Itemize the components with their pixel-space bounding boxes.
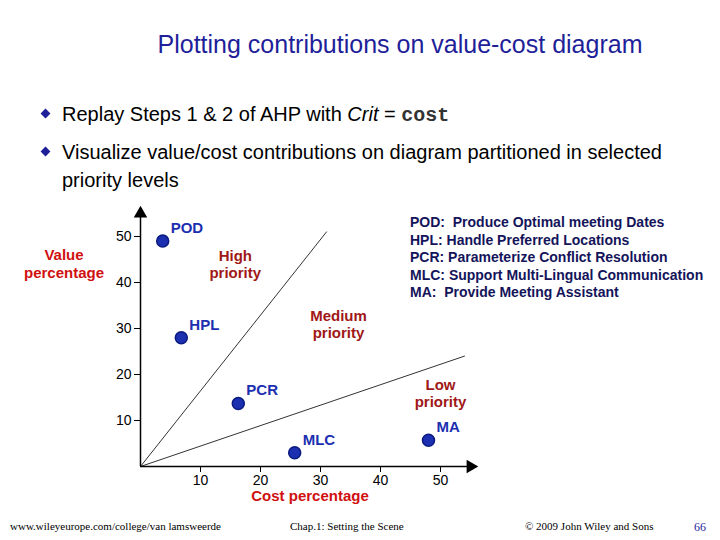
svg-text:PCR: PCR [246, 381, 278, 398]
html-text:Value percentage: Value percentage [24, 246, 104, 281]
svg-text:POD: POD [171, 219, 204, 236]
html-text:66: 66 [694, 520, 706, 534]
svg-text:MA: MA [437, 418, 460, 435]
svg-text:HPL: HPL [189, 316, 219, 333]
html-text:HPL: Handle Preferred Location: HPL: Handle Preferred Locations [410, 231, 630, 248]
svg-text:30: 30 [116, 320, 132, 336]
html-text:Plotting contributions on valu: Plotting contributions on value-cost dia… [157, 30, 643, 58]
svg-text:Highpriority: Highpriority [209, 247, 261, 281]
html-text:PCR: Parameterize Conflict Res: PCR: Parameterize Conflict Resolution [410, 249, 668, 265]
html-text:© 2009 John Wiley and Sons: © 2009 John Wiley and Sons [525, 520, 654, 532]
html-text:www.wileyeurope.com/college/va: www.wileyeurope.com/college/van lamsweer… [10, 520, 221, 532]
html-text:Chap.1: Setting the Scene: Chap.1: Setting the Scene [290, 520, 404, 532]
html-text:Cost percentage: Cost percentage [251, 487, 369, 504]
html-text:MLC: Support Multi-Lingual Com: MLC: Support Multi-Lingual Communication [410, 266, 704, 283]
svg-text:Lowpriority: Lowpriority [415, 376, 467, 410]
svg-text:30: 30 [313, 472, 329, 488]
svg-text:10: 10 [116, 412, 132, 428]
svg-text:50: 50 [116, 228, 132, 244]
svg-text:50: 50 [433, 472, 449, 488]
svg-text:40: 40 [116, 274, 132, 290]
svg-text:10: 10 [193, 472, 209, 488]
html-text:Visualize value/cost contribut: Visualize value/cost contributions on di… [62, 141, 662, 191]
svg-text:Mediumpriority: Mediumpriority [310, 307, 367, 341]
svg-text:MLC: MLC [303, 431, 336, 448]
html-text:Replay Steps 1 & 2 of AHP with: Replay Steps 1 & 2 of AHP with Crit = co… [62, 103, 450, 127]
svg-text:20: 20 [116, 366, 132, 382]
html-text:POD: Produce Optimal meeting D: POD: Produce Optimal meeting Dates [410, 214, 665, 230]
svg-text:20: 20 [253, 472, 269, 488]
svg-text:40: 40 [373, 472, 389, 488]
html-text:MA: Provide Meeting Assistant: MA: Provide Meeting Assistant [410, 284, 619, 300]
